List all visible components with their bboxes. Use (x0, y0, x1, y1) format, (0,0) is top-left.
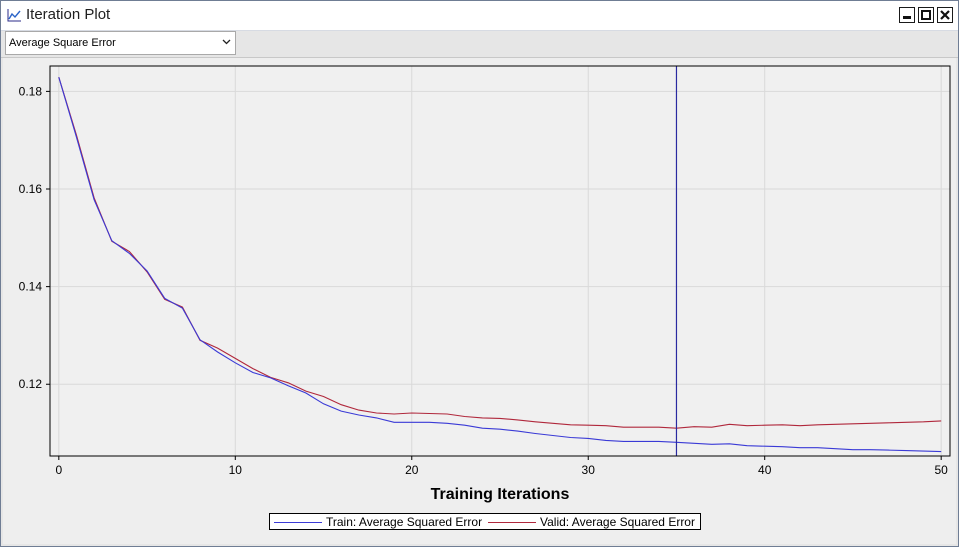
iteration-chart[interactable]: 0 10 20 30 40 50 0.12 0.14 0.16 0.18 Training Iter… (3, 58, 956, 544)
chart-legend: Train: Average Squared Error Valid: Aver… (269, 513, 701, 530)
plot-frame (49, 65, 951, 457)
plot-background (50, 66, 950, 456)
statistic-dropdown-value: Average Square Error (9, 37, 116, 49)
valid-series-line (58, 77, 942, 429)
x-tick-label: 10 (229, 463, 243, 477)
legend-swatch-train (274, 522, 322, 523)
x-tick-label: 0 (55, 463, 62, 477)
x-tick-label: 30 (582, 463, 596, 477)
minimize-icon (903, 16, 911, 19)
x-tick-label: 40 (758, 463, 772, 477)
x-tick-label: 20 (405, 463, 419, 477)
close-button[interactable] (937, 7, 953, 23)
statistic-dropdown[interactable]: Average Square Error (5, 31, 236, 55)
close-icon (940, 10, 950, 20)
legend-swatch-valid (488, 522, 536, 523)
legend-label-valid: Valid: Average Squared Error (540, 515, 695, 529)
maximize-button[interactable] (918, 7, 934, 23)
title-bar[interactable]: Iteration Plot (1, 1, 958, 31)
minimize-button[interactable] (899, 7, 915, 23)
x-axis-label: Training Iterations (431, 486, 570, 503)
train-series-line (58, 77, 942, 453)
legend-label-train: Train: Average Squared Error (326, 515, 483, 529)
window-title: Iteration Plot (26, 6, 111, 23)
y-tick-label: 0.12 (19, 377, 43, 391)
maximize-icon (921, 10, 931, 20)
x-tick-label: 50 (934, 463, 948, 477)
y-tick-label: 0.14 (19, 280, 43, 294)
line-chart-icon (6, 7, 22, 23)
y-tick-label: 0.18 (19, 84, 43, 98)
plot-area: 0 10 20 30 40 50 0.12 0.14 0.16 0.18 Training Iter… (3, 58, 956, 544)
y-tick-label: 0.16 (19, 182, 43, 196)
chevron-down-icon (222, 39, 231, 45)
